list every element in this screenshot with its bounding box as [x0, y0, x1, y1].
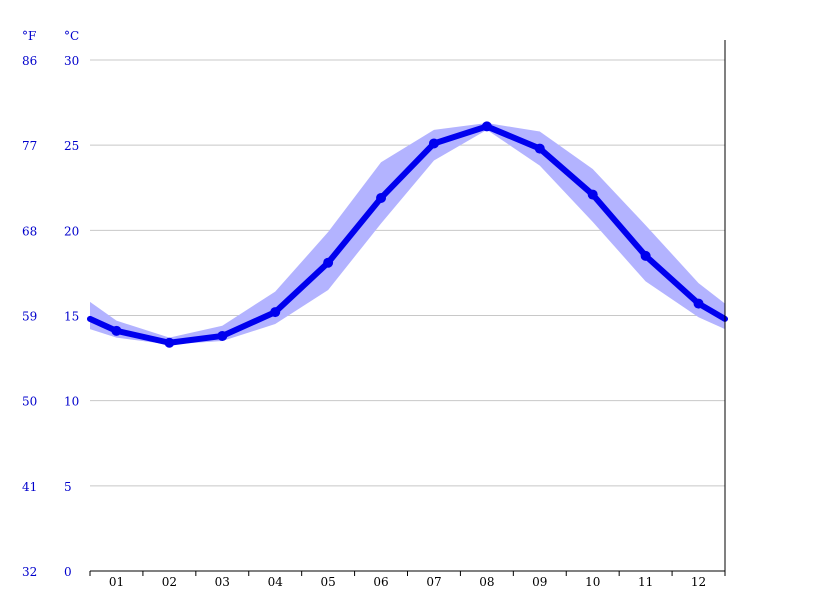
temperature-line — [87, 123, 728, 346]
celsius-tick-label: 15 — [64, 310, 79, 324]
data-point — [481, 121, 492, 132]
celsius-tick-label: 25 — [64, 139, 79, 153]
celsius-tick-label: 10 — [64, 395, 79, 409]
fahrenheit-tick-label: 32 — [22, 565, 37, 579]
data-point — [376, 192, 387, 203]
data-point — [270, 307, 281, 318]
month-label: 02 — [162, 575, 177, 589]
month-label: 08 — [479, 575, 494, 589]
celsius-tick-label: 5 — [64, 480, 72, 494]
month-label: 09 — [532, 575, 547, 589]
fahrenheit-unit-label: °F — [22, 29, 36, 43]
data-point — [693, 298, 704, 309]
fahrenheit-tick-label: 77 — [22, 139, 37, 153]
celsius-unit-label: °C — [64, 29, 79, 43]
month-label: 04 — [268, 575, 284, 589]
data-point — [217, 330, 228, 341]
month-label: 06 — [373, 575, 388, 589]
fahrenheit-tick-labels: 32 41 50 59 68 77 86 — [22, 54, 37, 579]
month-label: 10 — [585, 575, 600, 589]
celsius-tick-label: 30 — [64, 54, 79, 68]
celsius-tick-label: 20 — [64, 224, 79, 238]
data-point — [111, 325, 122, 336]
data-point — [323, 257, 334, 268]
data-point — [534, 143, 545, 154]
data-point — [587, 189, 598, 200]
temperature-range-band — [90, 123, 725, 345]
fahrenheit-tick-label: 86 — [22, 54, 37, 68]
x-axis-labels: 01 02 03 04 05 06 07 08 09 10 11 12 — [109, 575, 706, 589]
celsius-tick-labels: 0 5 10 15 20 25 30 — [64, 54, 79, 579]
month-label: 11 — [638, 575, 653, 589]
fahrenheit-tick-label: 41 — [22, 480, 37, 494]
month-label: 07 — [426, 575, 441, 589]
fahrenheit-tick-label: 68 — [22, 224, 37, 238]
temperature-points — [111, 121, 704, 348]
month-label: 01 — [109, 575, 124, 589]
month-label: 03 — [215, 575, 230, 589]
data-point — [428, 138, 439, 149]
data-point — [164, 337, 175, 348]
data-point — [640, 250, 651, 261]
celsius-tick-label: 0 — [64, 565, 72, 579]
month-label: 12 — [691, 575, 706, 589]
month-label: 05 — [320, 575, 335, 589]
x-axis-ticks — [89, 571, 726, 576]
fahrenheit-tick-label: 50 — [22, 395, 37, 409]
grid-lines — [90, 59, 725, 487]
fahrenheit-tick-label: 59 — [22, 310, 37, 324]
